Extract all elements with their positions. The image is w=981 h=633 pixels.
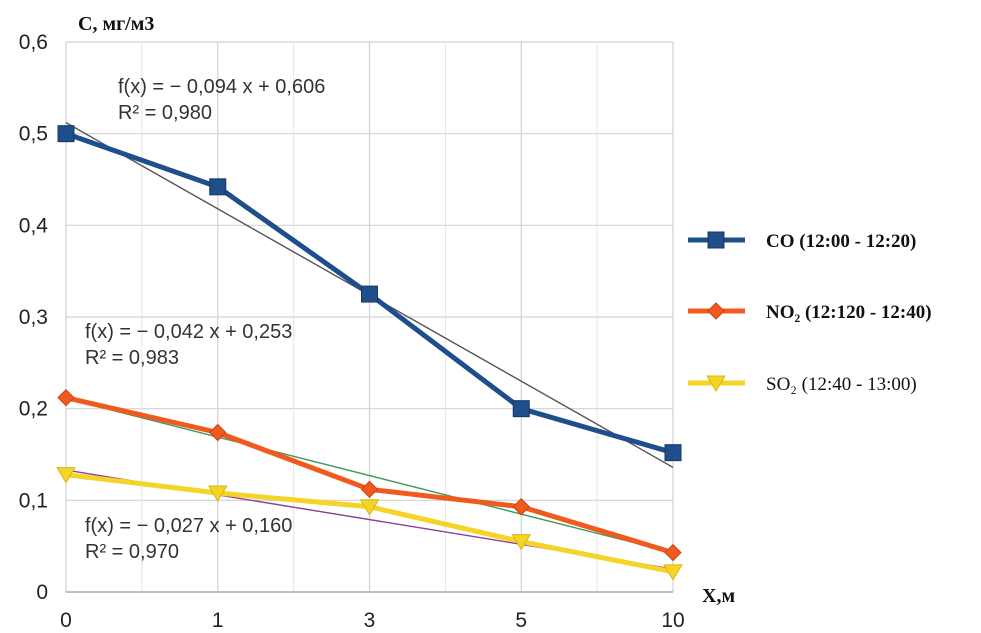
data-point xyxy=(664,543,682,562)
data-point xyxy=(511,534,532,551)
x-tick-label: 0 xyxy=(60,609,72,632)
y-tick-label: 0,5 xyxy=(19,123,48,146)
legend-entry-label: CO (12:00 - 12:20) xyxy=(766,231,916,252)
data-point xyxy=(706,375,726,392)
trendline-r-squared: R² = 0,980 xyxy=(118,102,212,124)
trendline-equation: f(x) = − 0,042 x + 0,253 xyxy=(85,321,292,343)
data-point xyxy=(57,388,75,407)
data-point xyxy=(209,423,227,442)
trendline-r-squared: R² = 0,970 xyxy=(85,541,179,563)
data-point xyxy=(664,444,682,462)
legend-entry-label: NO₂ (12:120 - 12:40) xyxy=(766,302,932,323)
y-axis-ticks: 0 0,1 0,2 0,3 0,4 0,5 0,6 xyxy=(19,31,49,604)
trendline-equation: f(x) = − 0,027 x + 0,160 xyxy=(85,515,292,537)
data-point xyxy=(512,400,530,418)
y-tick-label: 0 xyxy=(36,581,48,604)
data-point xyxy=(512,498,530,516)
y-tick-label: 0,3 xyxy=(19,306,48,329)
data-series xyxy=(56,125,683,581)
trendline-equations: f(x) = − 0,094 x + 0,606 R² = 0,980 f(x) =… xyxy=(85,76,325,563)
data-point xyxy=(361,285,378,303)
data-point xyxy=(57,125,75,143)
trendline-equation: f(x) = − 0,094 x + 0,606 xyxy=(118,76,325,98)
data-point xyxy=(207,485,228,502)
data-point xyxy=(707,302,725,320)
legend: CO (12:00 - 12:20) NO₂ (12:120 - 12:40) SO… xyxy=(688,231,932,395)
data-point xyxy=(209,178,227,196)
data-point xyxy=(663,564,683,581)
y-tick-label: 0,2 xyxy=(19,398,48,421)
x-tick-label: 5 xyxy=(515,609,527,632)
y-tick-label: 0,6 xyxy=(19,31,48,54)
data-point xyxy=(56,467,76,484)
y-tick-label: 0,4 xyxy=(19,214,49,237)
data-point xyxy=(359,499,380,516)
trendline xyxy=(65,397,674,554)
x-tick-label: 10 xyxy=(661,609,684,632)
x-axis-ticks: 0 1 3 5 10 xyxy=(60,609,685,632)
legend-entry-label: SO₂ (12:40 - 13:00) xyxy=(766,374,917,395)
y-axis-title: С, мг/м3 xyxy=(78,13,154,35)
x-axis-title: X,м xyxy=(702,585,735,607)
data-point xyxy=(360,480,379,499)
y-tick-label: 0,1 xyxy=(19,489,48,512)
x-tick-label: 1 xyxy=(212,609,224,632)
data-point xyxy=(707,231,725,249)
trendline-r-squared: R² = 0,983 xyxy=(85,347,179,369)
x-tick-label: 3 xyxy=(364,609,376,632)
